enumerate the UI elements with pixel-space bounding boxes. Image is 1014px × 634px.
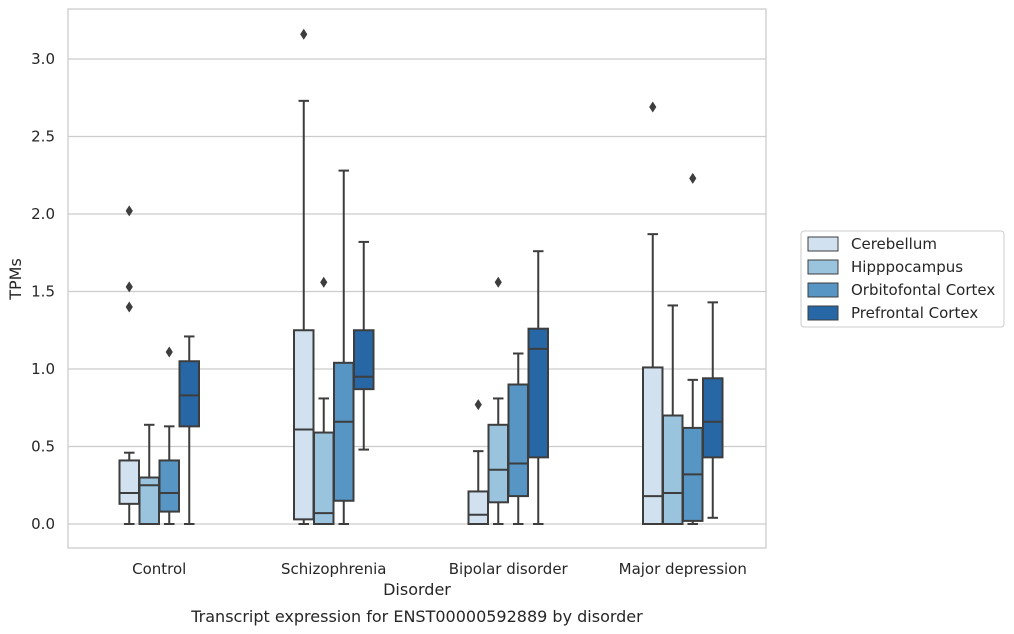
box-body <box>158 459 180 513</box>
y-tick-labels: 0.0 0.5 1.0 1.5 2.0 2.5 3.0 <box>31 50 55 533</box>
box-group <box>487 276 509 525</box>
box-group <box>682 172 704 525</box>
x-tick-label: Schizophrenia <box>281 560 386 578</box>
box-group <box>662 304 684 525</box>
box-series <box>118 28 724 526</box>
legend-swatch <box>807 282 839 298</box>
x-tick-label: Control <box>132 560 186 578</box>
y-tick-label: 0.0 <box>31 515 55 533</box>
outlier-point <box>300 28 308 40</box>
box-group <box>178 335 200 525</box>
box-group <box>467 399 489 526</box>
box-group <box>138 423 160 525</box>
legend-label: Orbitofontal Cortex <box>851 281 995 299</box>
box-body <box>487 423 509 504</box>
box-group <box>527 250 549 525</box>
box-body <box>313 431 335 525</box>
outlier-point <box>125 281 133 293</box>
outlier-point <box>649 101 657 113</box>
legend-frame <box>800 230 1005 328</box>
box-body <box>507 383 529 498</box>
box-body <box>293 329 315 521</box>
y-tick-label: 1.5 <box>31 283 55 301</box>
legend-label: Hipppocampus <box>851 258 963 276</box>
outlier-point <box>494 276 502 288</box>
legend-swatch <box>807 236 839 252</box>
legend: Cerebellum Hipppocampus Orbitofontal Corte… <box>800 230 1005 328</box>
box-group <box>118 205 140 525</box>
box-group <box>702 301 724 519</box>
box-group <box>333 169 355 525</box>
box-group <box>507 352 529 525</box>
box-group <box>158 346 180 525</box>
y-tick-label: 0.5 <box>31 438 55 456</box>
legend-label: Cerebellum <box>851 235 937 253</box>
x-axis-label: Disorder <box>383 580 451 599</box>
x-tick-label: Bipolar disorder <box>449 560 569 578</box>
x-tick-label: Major depression <box>619 560 747 578</box>
outlier-point <box>689 172 697 184</box>
y-tick-label: 1.0 <box>31 360 55 378</box>
box-body <box>527 327 549 459</box>
chart-caption: Transcript expression for ENST0000059288… <box>190 607 643 626</box>
box-body <box>642 366 664 526</box>
outlier-point <box>320 276 328 288</box>
x-tick-labels: Control Schizophrenia Bipolar disorder Majo… <box>132 560 747 578</box>
box-body <box>467 490 489 526</box>
legend-swatch <box>807 305 839 321</box>
outlier-point <box>125 205 133 217</box>
outlier-point <box>125 301 133 313</box>
y-tick-label: 2.0 <box>31 205 55 223</box>
legend-label: Prefrontal Cortex <box>851 304 978 322</box>
legend-swatch <box>807 259 839 275</box>
outlier-point <box>165 346 173 358</box>
box-body <box>702 377 724 459</box>
box-body <box>118 459 140 505</box>
y-tick-label: 3.0 <box>31 50 55 68</box>
plot-frame <box>67 8 767 549</box>
y-axis-label: TPMs <box>6 258 25 301</box>
y-tick-label: 2.5 <box>31 128 55 146</box>
box-group <box>353 240 375 451</box>
box-group <box>313 276 335 525</box>
box-body <box>178 360 200 428</box>
box-group <box>642 101 664 526</box>
box-body <box>353 329 375 391</box>
box-body <box>662 414 684 525</box>
box-body <box>333 361 355 502</box>
outlier-point <box>474 399 482 411</box>
box-group <box>293 28 315 525</box>
